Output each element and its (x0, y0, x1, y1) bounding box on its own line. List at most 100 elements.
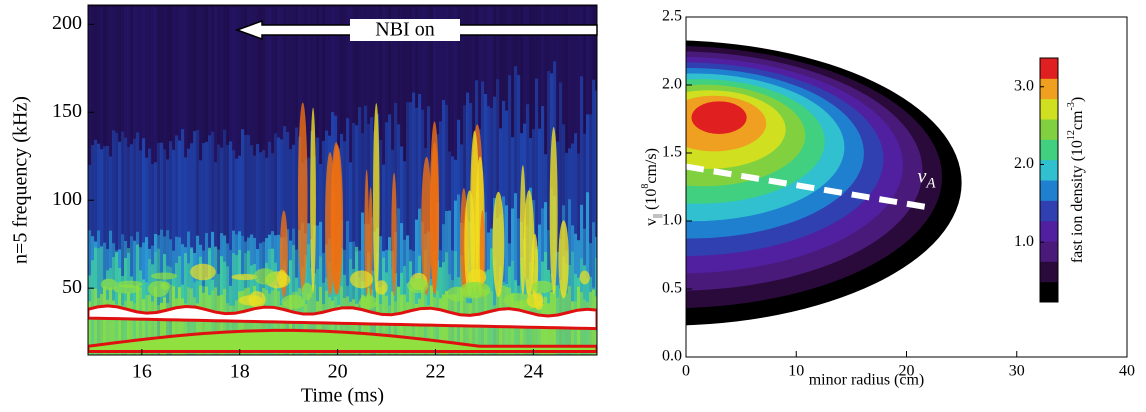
spectrogram-cell (250, 6, 254, 355)
spectrogram-cell (157, 248, 161, 355)
colorbar-cell (1040, 289, 1058, 295)
spectrogram-cell (373, 231, 377, 355)
spectrogram-cell (496, 6, 500, 355)
mode-blob (248, 291, 266, 308)
spectrogram-cell (133, 286, 137, 355)
spectrogram-cell (562, 256, 566, 355)
spectrogram-cell (247, 6, 251, 355)
spectrogram-cell (217, 6, 221, 355)
spectrogram-cell (193, 131, 197, 355)
colorbar-cell (1040, 273, 1058, 279)
spectrogram-cell (589, 6, 593, 355)
x-axis-label: Time (ms) (301, 385, 384, 407)
spectrogram-image (88, 5, 597, 355)
colorbar-cell (1040, 119, 1058, 124)
spectrogram-cell (412, 92, 416, 355)
colorbar-cell (1040, 228, 1058, 234)
spectrogram-cell (547, 6, 551, 355)
mode-blob (301, 282, 313, 301)
y-tick-label: 150 (52, 100, 82, 122)
spectrogram-cell (583, 133, 587, 355)
colorbar-cell (1040, 86, 1058, 92)
spectrogram-cell (577, 6, 581, 355)
colorbar-cell (1040, 106, 1058, 112)
x-tick-label: 40 (1119, 363, 1135, 380)
spectrogram-cell (115, 304, 119, 355)
spectrogram-cell (307, 6, 311, 355)
spectrogram-cell (262, 150, 266, 355)
colorbar-cell (1040, 143, 1058, 148)
spectrogram-cell (502, 196, 506, 355)
spectrogram-cell (397, 208, 401, 355)
spectrogram-cell (250, 297, 254, 355)
y-tick-label: 2.5 (662, 8, 682, 25)
y-axis-label-part: || (652, 214, 663, 218)
colorbar-cell (1040, 159, 1058, 165)
colorbar-cell (1040, 249, 1058, 254)
colorbar-cell (1040, 62, 1058, 67)
spectrogram-cell (283, 301, 287, 355)
colorbar-cell (1040, 277, 1058, 283)
spectrogram-cell (367, 6, 371, 355)
spectrogram-cell (139, 287, 143, 355)
mode-blob (277, 269, 287, 288)
mode-blob (531, 280, 554, 293)
spectrogram-cell (157, 304, 161, 355)
colorbar-cell (1040, 123, 1058, 128)
spectrogram-cell (547, 71, 551, 355)
spectrogram-cell (211, 6, 215, 355)
spectrogram-cell (337, 305, 341, 355)
mode-streak (429, 121, 440, 294)
spectrogram-cell (166, 303, 170, 355)
spectrogram-cell (91, 288, 95, 355)
spectrogram-cell (202, 292, 206, 355)
spectrogram-cell (346, 118, 350, 355)
spectrogram-cell (238, 291, 242, 355)
colorbar-cell (1040, 131, 1058, 136)
spectrogram-cell (334, 296, 338, 355)
spectrogram-cell (166, 159, 170, 355)
colorbar-cell (1040, 147, 1058, 153)
spectrogram-cell (589, 114, 593, 355)
colorbar-cell (1040, 102, 1058, 108)
x-tick-label: 10 (788, 363, 804, 380)
colorbar-cell (1040, 200, 1058, 205)
spectrogram-cell (517, 304, 521, 355)
spectrogram-cell (415, 303, 419, 355)
spectrogram-cell (355, 246, 359, 355)
colorbar-cell (1040, 220, 1058, 226)
spectrogram-cell (406, 102, 410, 355)
colorbar-cell (1040, 127, 1058, 132)
colorbar-cell (1040, 167, 1058, 173)
spectrogram-cell (490, 248, 494, 355)
spectrogram-cell (196, 303, 200, 355)
spectrogram-cell (358, 302, 362, 355)
spectrogram-cell (445, 6, 449, 355)
spectrogram-cell (358, 107, 362, 355)
colorbar-cell (1040, 241, 1058, 246)
spectrogram-cell (121, 131, 125, 355)
y-tick-label: 100 (52, 188, 82, 210)
y-axis-label-part: v (643, 218, 660, 226)
y-axis-label-part: (10 (643, 189, 660, 214)
spectrogram-cell (229, 141, 233, 355)
spectrogram-cell (127, 292, 131, 355)
line-label-sub: A (925, 176, 936, 192)
spectrogram-cell (466, 249, 470, 355)
y-tick-label: 200 (52, 12, 82, 34)
mode-streak (519, 165, 526, 296)
spectrogram-cell (241, 129, 245, 355)
spectrogram-cell (373, 302, 377, 355)
spectrogram-cell (484, 94, 488, 355)
mode-blob (231, 273, 258, 281)
spectrogram-cell (397, 124, 401, 355)
mode-streak (492, 191, 505, 297)
colorbar-label-part: ) (1069, 97, 1086, 102)
spectrogram-cell (556, 141, 560, 355)
x-tick-label: 16 (132, 361, 152, 383)
spectrogram-cell (274, 6, 278, 355)
spectrogram-cell (241, 290, 245, 355)
spectrogram-cell (160, 142, 164, 355)
colorbar-cell (1040, 70, 1058, 75)
colorbar-frame (1039, 57, 1059, 303)
